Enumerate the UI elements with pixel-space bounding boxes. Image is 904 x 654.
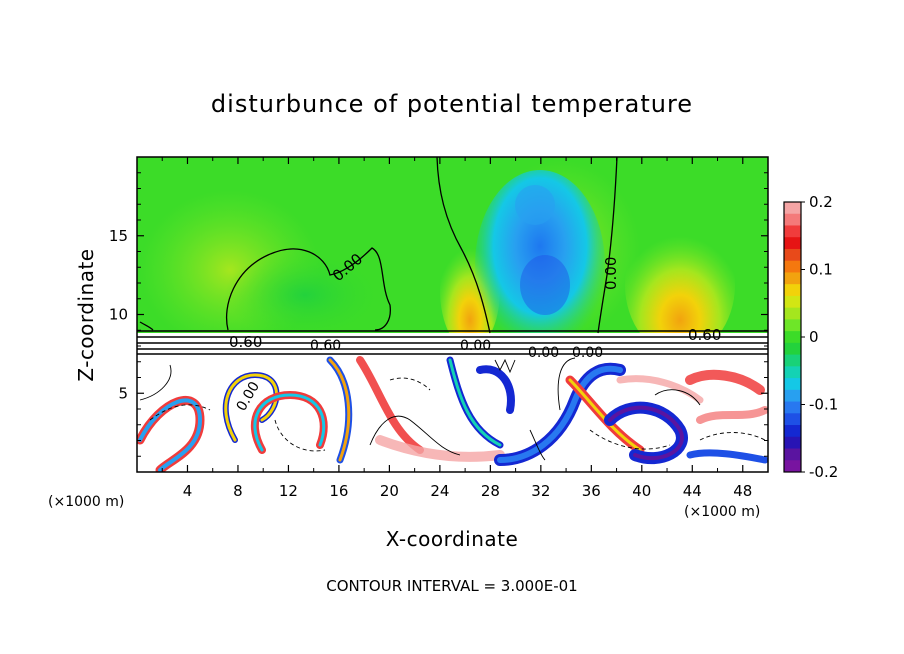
colorbar-swatch (784, 378, 801, 391)
colorbar-swatch (784, 295, 801, 309)
lower-dashed-contours (149, 377, 766, 452)
y-tick-label: 5 (118, 384, 128, 402)
colorbar-swatch (784, 366, 801, 379)
colorbar-swatch (784, 248, 801, 262)
colorbar-swatch (784, 413, 801, 426)
contour-label: 0.60 (229, 333, 262, 351)
x-axis-label: X-coordinate (386, 527, 519, 551)
x-tick-label: 44 (683, 482, 702, 500)
y-tick-label: 15 (109, 227, 128, 245)
colorbar-swatch (784, 272, 801, 285)
colorbar-tick-label: -0.2 (809, 463, 838, 481)
x-tick-label: 32 (531, 482, 550, 500)
colorbar-swatch (784, 284, 801, 297)
colorbar (783, 201, 802, 473)
colorbar-swatch (784, 260, 801, 273)
x-tick-label: 20 (380, 482, 399, 500)
contour-interval: CONTOUR INTERVAL = 3.000E-01 (326, 577, 577, 595)
x-tick-label: 24 (430, 482, 449, 500)
plot-area (137, 157, 768, 472)
colorbar-swatch (784, 389, 801, 403)
colorbar-tick-label: 0.2 (809, 193, 833, 211)
colorbar-swatch (784, 460, 801, 473)
x-tick-label: 12 (279, 482, 298, 500)
colorbar-swatch (784, 448, 801, 461)
contour-label: 0.00 (460, 338, 491, 354)
y-axis-label: Z-coordinate (74, 248, 98, 381)
colorbar-ticks: 0.2 0.1 0 -0.1 -0.2 (801, 193, 838, 481)
x-tick-label: 28 (481, 482, 500, 500)
upper-contours (139, 157, 618, 334)
lower-contours (139, 357, 701, 461)
colorbar-swatch (784, 237, 801, 250)
x-unit-left: (×1000 m) (48, 494, 124, 510)
contour-label: 0.60 (688, 326, 721, 344)
contour-label: 0.00 (602, 257, 620, 290)
chart-title: disturbunce of potential temperature (211, 90, 693, 118)
colorbar-swatch (784, 319, 801, 332)
colorbar-swatch (784, 307, 801, 320)
x-tick-label: 16 (329, 482, 348, 500)
contour-label: 0.00 (572, 345, 603, 361)
contour-label: 0.60 (310, 338, 341, 354)
x-tick-label: 48 (733, 482, 752, 500)
colorbar-swatch (784, 225, 801, 238)
colorbar-tick-label: 0 (809, 328, 819, 346)
x-unit-right: (×1000 m) (684, 504, 760, 520)
colorbar-swatch (784, 354, 801, 367)
lower-field (137, 333, 768, 472)
colorbar-swatch (784, 202, 801, 215)
x-tick-label: 36 (582, 482, 601, 500)
contour-label: 0.00 (528, 345, 559, 361)
y-axis-ticks: 5 10 15 (109, 172, 768, 457)
colorbar-swatch (784, 331, 801, 344)
x-tick-label: 8 (233, 482, 243, 500)
x-axis-ticks: 4 8 12 16 20 24 28 32 36 40 44 48 (161, 157, 752, 500)
band-contours (137, 330, 768, 355)
colorbar-tick-label: 0.1 (809, 261, 833, 279)
colorbar-tick-label: -0.1 (809, 396, 838, 414)
colorbar-swatch (784, 436, 801, 450)
colorbar-swatch (784, 425, 801, 438)
colorbar-swatch (784, 342, 801, 356)
y-tick-label: 10 (109, 306, 128, 324)
colorbar-swatch (784, 401, 801, 414)
colorbar-swatch (784, 213, 801, 226)
lower-features (137, 356, 768, 472)
x-tick-label: 40 (632, 482, 651, 500)
x-tick-label: 4 (183, 482, 193, 500)
